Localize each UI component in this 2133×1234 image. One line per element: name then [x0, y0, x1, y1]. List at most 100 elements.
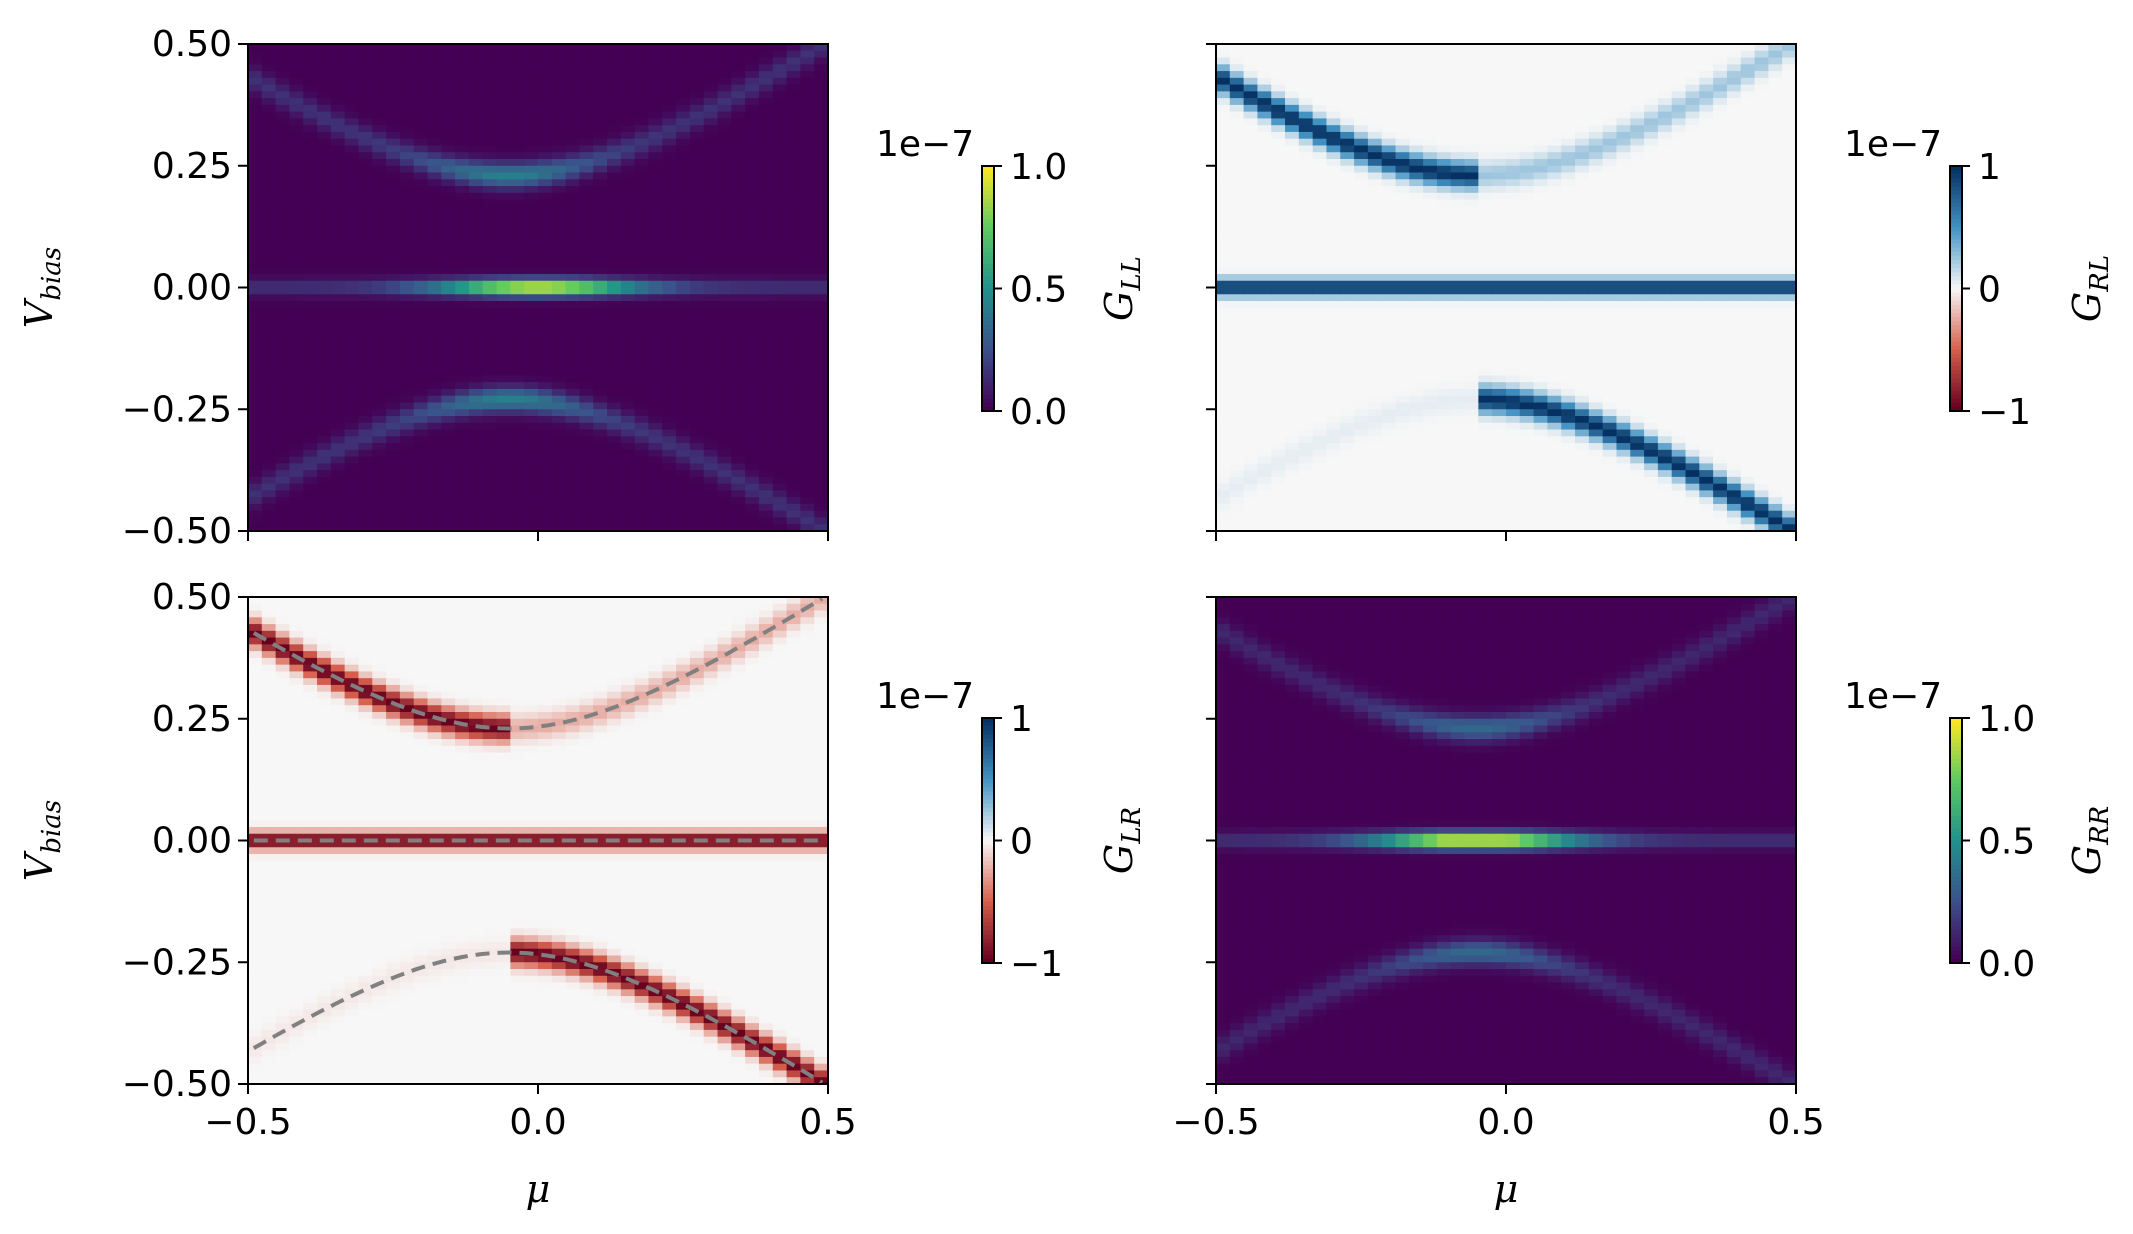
heatmap-cell — [772, 44, 788, 52]
heatmap-cell — [1381, 125, 1397, 133]
heatmap-cell — [800, 44, 815, 52]
heatmap-cell — [1354, 152, 1369, 160]
heatmap-cell — [1229, 503, 1245, 512]
heatmap-cell — [717, 456, 732, 464]
heatmap-cell — [1436, 267, 1452, 275]
heatmap-cell — [330, 158, 346, 167]
heatmap-cell — [731, 226, 746, 234]
heatmap-cell — [1464, 50, 1479, 59]
heatmap-cell — [427, 341, 442, 349]
heatmap-cell — [1298, 91, 1314, 99]
heatmap-cell — [524, 503, 539, 512]
heatmap-cell — [303, 71, 318, 79]
heatmap-cell — [372, 273, 387, 282]
heatmap-cell — [1354, 361, 1369, 370]
heatmap-cell — [482, 409, 498, 417]
heatmap-cell — [814, 341, 829, 349]
heatmap-cell — [441, 179, 456, 187]
heatmap-cell — [1423, 503, 1438, 512]
heatmap-cell — [800, 50, 815, 59]
heatmap-cell — [634, 463, 650, 471]
heatmap-cell — [261, 280, 277, 289]
heatmap-cell — [1216, 456, 1231, 464]
heatmap-cell — [1436, 199, 1452, 207]
heatmap-cell — [634, 307, 650, 316]
heatmap-cell — [593, 226, 608, 234]
heatmap-cell — [634, 152, 650, 160]
heatmap-cell — [758, 301, 774, 309]
heatmap-cell — [1285, 158, 1300, 167]
heatmap-cell — [1271, 273, 1286, 282]
heatmap-cell — [399, 409, 415, 417]
heatmap-cell — [1436, 361, 1452, 370]
heatmap-cell — [1519, 409, 1535, 417]
heatmap-cell — [1381, 179, 1397, 187]
heatmap-cell — [441, 172, 456, 180]
heatmap-cell — [344, 382, 360, 390]
heatmap-cell — [1216, 328, 1231, 336]
heatmap-cell — [1367, 490, 1383, 498]
heatmap-cell — [1354, 476, 1369, 485]
heatmap-cell — [386, 510, 401, 519]
heatmap-cell — [1561, 131, 1576, 140]
heatmap-cell — [468, 409, 484, 417]
heatmap-cell — [607, 267, 622, 275]
heatmap-cell — [1298, 240, 1314, 248]
heatmap-cell — [1367, 57, 1383, 65]
heatmap-cell — [275, 470, 291, 478]
heatmap-cell — [399, 64, 415, 72]
heatmap-cell — [358, 429, 373, 437]
heatmap-cell — [482, 517, 498, 525]
heatmap-cell — [1478, 483, 1493, 492]
heatmap-cell — [1561, 77, 1576, 86]
heatmap-cell — [786, 71, 801, 79]
heatmap-cell — [317, 422, 332, 431]
heatmap-cell — [593, 307, 608, 316]
heatmap-cell — [1229, 490, 1245, 498]
heatmap-cell — [1243, 98, 1259, 106]
heatmap-cell — [745, 138, 760, 147]
heatmap-cell — [303, 158, 318, 167]
heatmap-cell — [330, 64, 346, 72]
heatmap-cell — [1423, 497, 1438, 505]
heatmap-cell — [1367, 422, 1383, 431]
heatmap-cell — [1450, 64, 1466, 72]
heatmap-cell — [1354, 422, 1369, 431]
heatmap-cell — [1409, 118, 1424, 126]
heatmap-cell — [1561, 91, 1576, 99]
heatmap-cell — [1298, 260, 1314, 268]
heatmap-cell — [317, 334, 332, 343]
heatmap-cell — [1367, 172, 1383, 180]
heatmap-cell — [731, 131, 746, 140]
heatmap-cell — [1326, 355, 1341, 363]
heatmap-cell — [676, 483, 691, 492]
heatmap-cell — [372, 301, 387, 309]
heatmap-cell — [620, 206, 636, 214]
heatmap-cell — [648, 260, 663, 268]
heatmap-cell — [455, 443, 470, 451]
heatmap-cell — [496, 253, 511, 262]
heatmap-cell — [717, 219, 732, 228]
heatmap-cell — [510, 314, 525, 322]
heatmap-cell — [441, 348, 456, 356]
heatmap-cell — [510, 91, 525, 99]
heatmap-cell — [1561, 483, 1576, 492]
heatmap-cell — [1547, 280, 1562, 289]
heatmap-cell — [786, 125, 801, 133]
heatmap-cell — [772, 84, 788, 92]
heatmap-cell — [648, 179, 663, 187]
heatmap-cell — [1519, 463, 1535, 471]
heatmap-cell — [1492, 476, 1507, 485]
heatmap-cell — [814, 334, 829, 343]
heatmap-cell — [565, 145, 581, 153]
heatmap-cell — [1354, 240, 1369, 248]
heatmap-cell — [1395, 328, 1410, 336]
heatmap-cell — [1298, 267, 1314, 275]
heatmap-cell — [455, 348, 470, 356]
heatmap-cell — [1395, 497, 1410, 505]
heatmap-cell — [1298, 71, 1314, 79]
heatmap-cell — [372, 84, 387, 92]
heatmap-cell — [1285, 64, 1300, 72]
heatmap-cell — [1450, 186, 1466, 194]
